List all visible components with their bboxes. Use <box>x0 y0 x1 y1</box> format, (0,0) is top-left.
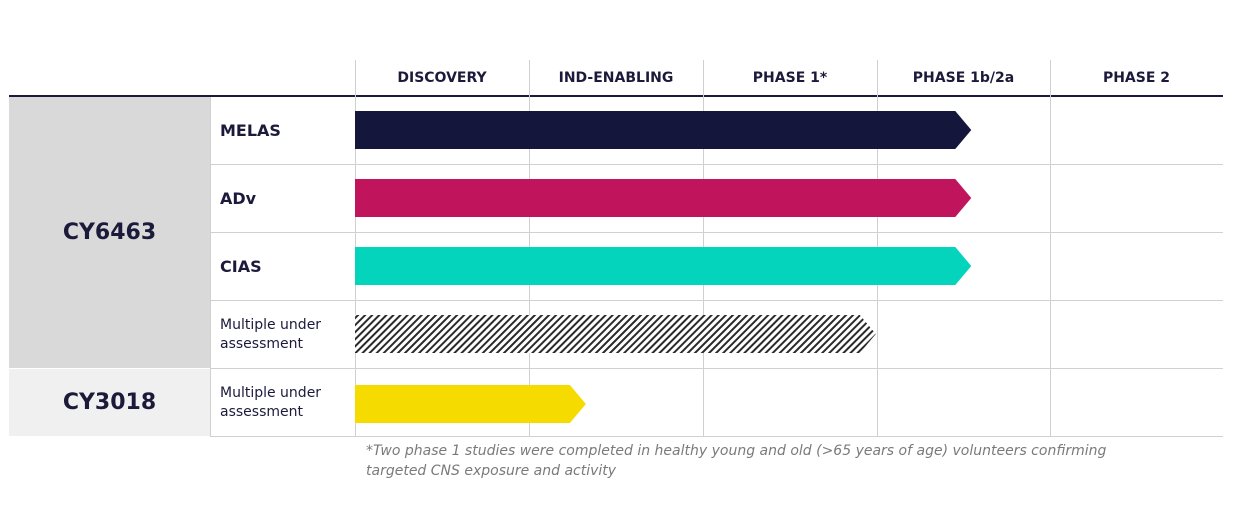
indication-multiple-cy3018: Multiple under assessment <box>220 384 322 420</box>
indication-multiple-cy6463: Multiple under assessment <box>220 316 322 352</box>
indication-adv: ADv <box>220 189 257 208</box>
progress-arrow-adv <box>355 179 972 217</box>
grid-line <box>210 300 1223 301</box>
indication-cias: CIAS <box>220 257 262 276</box>
grid-line <box>210 368 1223 369</box>
phase-header-phase1b2a: PHASE 1b/2a <box>912 70 1015 86</box>
program-cy6463: CY6463 <box>9 97 210 368</box>
grid-line <box>210 164 1223 165</box>
progress-arrow-cias <box>355 247 972 285</box>
progress-arrow-multiple-under-assessment <box>355 385 586 423</box>
progress-arrow-melas <box>355 111 972 149</box>
grid-line <box>1050 60 1051 437</box>
indication-melas: MELAS <box>220 121 281 140</box>
grid-line <box>210 436 1223 437</box>
phase-header-discovery: DISCOVERY <box>397 70 487 86</box>
progress-arrow-multiple-under-assessment <box>355 315 876 353</box>
phase-header-ind-enabling: IND-ENABLING <box>558 70 674 86</box>
phase-header-phase1: PHASE 1* <box>752 70 828 86</box>
header-divider <box>9 95 1223 97</box>
phase-header-phase2: PHASE 2 <box>1102 70 1171 86</box>
grid-line <box>210 97 211 437</box>
grid-line <box>210 232 1223 233</box>
footnote: *Two phase 1 studies were completed in h… <box>366 443 1107 479</box>
program-cy3018: CY3018 <box>9 369 210 436</box>
